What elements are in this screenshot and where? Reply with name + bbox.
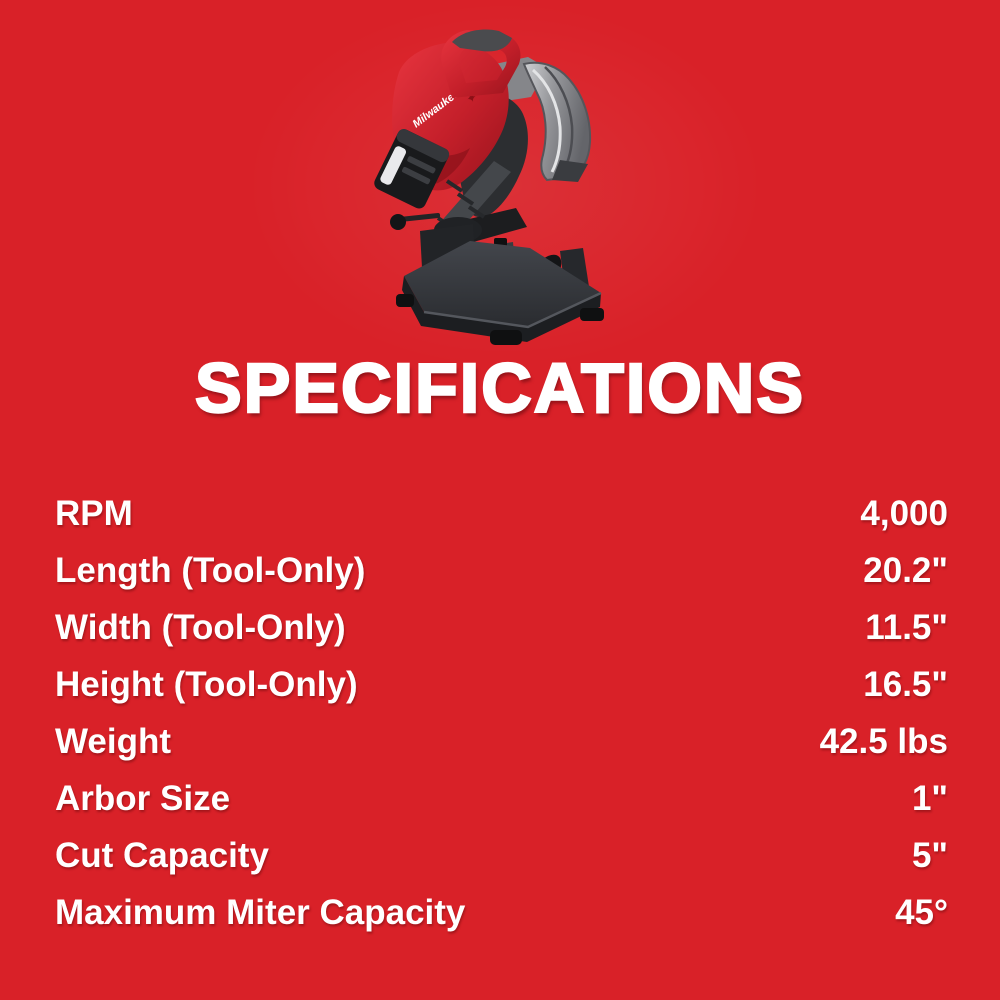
spec-label: Length (Tool-Only) bbox=[55, 550, 366, 590]
spec-value: 42.5 lbs bbox=[819, 721, 948, 761]
spec-value: 11.5" bbox=[865, 607, 948, 647]
page-title: SPECIFICATIONS bbox=[194, 348, 806, 429]
spec-row: Width (Tool-Only) 11.5" bbox=[55, 599, 948, 656]
chop-saw-illustration: Milwaukee ✦ bbox=[245, 0, 765, 360]
spec-value: 45° bbox=[895, 892, 948, 932]
base-top bbox=[404, 241, 601, 327]
spec-row: Length (Tool-Only) 20.2" bbox=[55, 542, 948, 599]
spec-value: 1" bbox=[911, 778, 948, 818]
base-edge-highlight bbox=[423, 291, 602, 329]
spec-value: 5" bbox=[911, 835, 948, 875]
spec-row: Cut Capacity 5" bbox=[55, 827, 948, 884]
spec-label: Height (Tool-Only) bbox=[55, 664, 358, 704]
spec-row: Maximum Miter Capacity 45° bbox=[55, 884, 948, 941]
spec-row: Weight 42.5 lbs bbox=[55, 713, 948, 770]
spec-label: Maximum Miter Capacity bbox=[55, 892, 466, 932]
spec-label: Width (Tool-Only) bbox=[55, 607, 346, 647]
spec-row: Arbor Size 1" bbox=[55, 770, 948, 827]
base-skirt bbox=[402, 276, 601, 342]
spec-value: 20.2" bbox=[863, 550, 948, 590]
spec-label: RPM bbox=[55, 493, 133, 533]
spec-label: Weight bbox=[55, 721, 172, 761]
spec-row: RPM 4,000 bbox=[55, 485, 948, 542]
crank-shaft bbox=[400, 213, 441, 222]
spec-label: Cut Capacity bbox=[55, 835, 269, 875]
base-foot bbox=[580, 308, 604, 321]
base-foot bbox=[490, 330, 522, 345]
spec-value: 16.5" bbox=[863, 664, 948, 704]
base-foot bbox=[396, 294, 414, 307]
spec-table: RPM 4,000 Length (Tool-Only) 20.2" Width… bbox=[55, 485, 948, 941]
crank-knob bbox=[390, 214, 406, 230]
battery-pack bbox=[374, 128, 450, 209]
blade-guard-stripe-dark bbox=[544, 66, 574, 173]
spec-label: Arbor Size bbox=[55, 778, 231, 818]
spec-row: Height (Tool-Only) 16.5" bbox=[55, 656, 948, 713]
handle-grip-pad bbox=[452, 29, 512, 52]
blade-guard-stripe-light bbox=[532, 68, 562, 173]
blade-guard-tip bbox=[552, 160, 588, 182]
product-image: Milwaukee ✦ bbox=[0, 0, 1000, 360]
spec-value: 4,000 bbox=[860, 493, 948, 533]
